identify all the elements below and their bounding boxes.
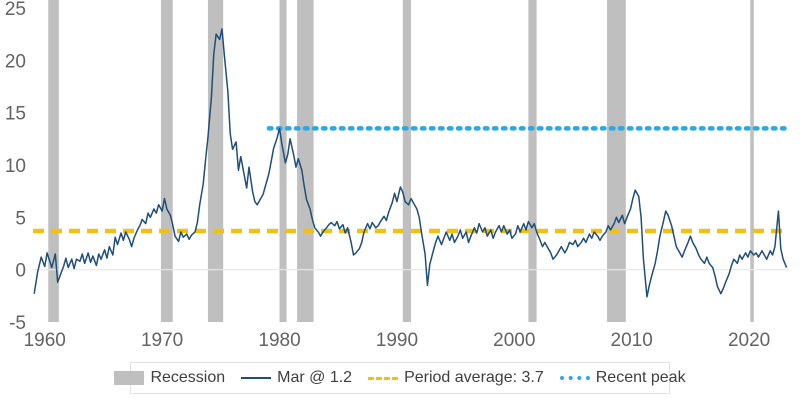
reference-lines-group bbox=[33, 126, 792, 234]
legend-item-recession[interactable]: Recession bbox=[114, 369, 225, 387]
recession-swatch-icon bbox=[114, 371, 145, 385]
dotted-swatch-icon bbox=[559, 376, 590, 380]
legend-item-recent-peak[interactable]: Recent peak bbox=[559, 369, 686, 387]
line-swatch-icon bbox=[241, 377, 272, 379]
chart-legend: Recession Mar @ 1.2 Period average: 3.7 … bbox=[114, 362, 686, 394]
x-tick-label: 1980 bbox=[258, 330, 300, 351]
legend-label-recession: Recession bbox=[150, 369, 226, 386]
x-tick-label: 2020 bbox=[728, 330, 770, 351]
recession-band bbox=[402, 0, 411, 322]
y-tick-label: 0 bbox=[15, 261, 26, 282]
y-tick-label: 5 bbox=[15, 208, 26, 229]
dashed-swatch-icon bbox=[368, 376, 399, 380]
recession-band bbox=[160, 0, 173, 322]
y-axis-ticks: -5 0 5 10 15 20 25 bbox=[5, 0, 26, 334]
legend-label-period-average: Period average: 3.7 bbox=[404, 369, 544, 386]
x-tick-label: 2010 bbox=[611, 330, 653, 351]
recession-band bbox=[297, 0, 314, 322]
recession-band bbox=[607, 0, 626, 322]
x-tick-label: 2000 bbox=[493, 330, 535, 351]
y-tick-label: 15 bbox=[5, 104, 26, 125]
x-tick-label: 1990 bbox=[376, 330, 418, 351]
recession-band bbox=[279, 0, 287, 322]
y-tick-label: 25 bbox=[5, 0, 26, 20]
x-axis-ticks: 1960 1970 1980 1990 2000 2010 2020 bbox=[24, 330, 771, 351]
legend-item-period-average[interactable]: Period average: 3.7 bbox=[368, 369, 544, 387]
recession-bands-group bbox=[48, 0, 754, 322]
x-tick-label: 1970 bbox=[141, 330, 183, 351]
series-line bbox=[33, 28, 788, 298]
legend-label-series: Mar @ 1.2 bbox=[277, 369, 353, 386]
recession-band bbox=[48, 0, 59, 322]
y-tick-label: 20 bbox=[5, 51, 26, 72]
legend-item-series[interactable]: Mar @ 1.2 bbox=[241, 369, 352, 387]
y-tick-label: -5 bbox=[9, 313, 26, 334]
y-tick-label: 10 bbox=[5, 156, 26, 177]
recession-band bbox=[207, 0, 224, 322]
recession-band bbox=[750, 0, 754, 322]
recession-band bbox=[528, 0, 537, 322]
x-tick-label: 1960 bbox=[24, 330, 66, 351]
data-series-group bbox=[33, 28, 788, 298]
legend-label-recent-peak: Recent peak bbox=[595, 369, 686, 386]
